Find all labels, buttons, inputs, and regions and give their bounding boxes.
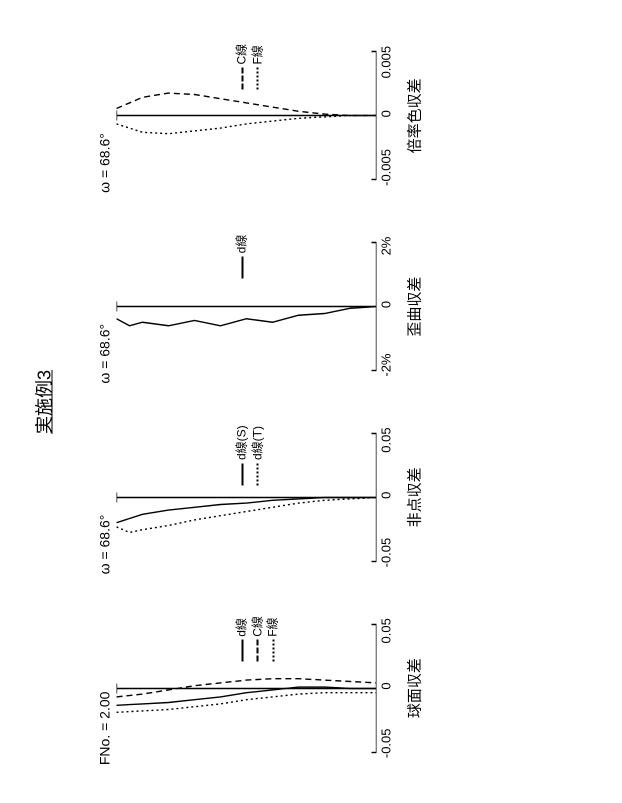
legend-line-icon	[256, 67, 258, 89]
plot-area: d線C線F線	[116, 618, 376, 758]
legend-label: C線	[234, 43, 250, 64]
axis-tick-label: -0.005	[378, 149, 393, 186]
axis-tick-label: -0.05	[378, 537, 393, 567]
legend-label: d線	[234, 234, 250, 253]
legend: d線(S)d線(T)	[234, 425, 265, 485]
legend-line-icon	[241, 463, 243, 485]
legend-label: F線	[250, 45, 266, 64]
x-axis-labels: -2% 0 2%	[378, 236, 393, 376]
legend: C線F線	[234, 43, 265, 89]
chart-0: FNo. = 2.00 d線C線F線 -0.05 0 0.05 球面収差	[96, 603, 424, 773]
axis-tick-label: 0	[378, 110, 393, 117]
plot-area: C線F線	[116, 45, 376, 185]
legend-item: d線(S)	[234, 425, 250, 485]
legend-line-icon	[272, 639, 274, 661]
chart-header: FNo. = 2.00	[96, 691, 112, 773]
axis-tick-label: 0.05	[378, 618, 393, 643]
chart-1: ω = 68.6° d線(S)d線(T) -0.05 0 0.05 非点収差	[96, 412, 424, 582]
axis-title: 球面収差	[403, 658, 424, 718]
axis-tick-label: 0	[378, 491, 393, 498]
axis-title: 歪曲収差	[403, 276, 424, 336]
axis-tick-label: 0.005	[378, 45, 393, 78]
legend-line-icon	[256, 463, 258, 485]
legend-line-icon	[241, 639, 243, 661]
page-title: 実施例3	[30, 0, 56, 803]
chart-header: ω = 68.6°	[96, 323, 112, 391]
chart-header: ω = 68.6°	[96, 133, 112, 201]
legend: d線C線F線	[234, 616, 281, 662]
legend-item: d線(T)	[250, 425, 266, 485]
legend: d線	[234, 234, 250, 278]
legend-item: d線	[234, 234, 250, 278]
legend-label: d線(T)	[250, 426, 266, 460]
axis-title: 非点収差	[403, 467, 424, 527]
chart-3: ω = 68.6° C線F線 -0.005 0 0.005 倍率色収差	[96, 30, 424, 200]
legend-item: d線	[234, 616, 250, 662]
legend-item: F線	[250, 43, 266, 89]
plot-area: d線	[116, 236, 376, 376]
axis-title: 倍率色収差	[403, 78, 424, 153]
legend-label: F線	[265, 617, 281, 636]
legend-label: d線(S)	[234, 425, 250, 460]
legend-label: d線	[234, 618, 250, 637]
axis-tick-label: 2%	[378, 236, 393, 255]
x-axis-labels: -0.05 0 0.05	[378, 618, 393, 758]
charts-row: FNo. = 2.00d線C線F線-0.0500.05球面収差ω = 68.6°…	[96, 0, 424, 803]
x-axis-labels: -0.05 0 0.05	[378, 427, 393, 567]
legend-label: C線	[250, 616, 266, 637]
axis-tick-label: -2%	[378, 353, 393, 376]
legend-item: C線	[250, 616, 266, 662]
chart-2: ω = 68.6° d線 -2% 0 2% 歪曲収差	[96, 221, 424, 391]
axis-tick-label: 0.05	[378, 427, 393, 452]
legend-line-icon	[256, 639, 258, 661]
legend-line-icon	[241, 256, 243, 278]
legend-line-icon	[241, 67, 243, 89]
legend-item: C線	[234, 43, 250, 89]
axis-tick-label: -0.05	[378, 728, 393, 758]
chart-header: ω = 68.6°	[96, 514, 112, 582]
x-axis-labels: -0.005 0 0.005	[378, 45, 393, 185]
axis-tick-label: 0	[378, 682, 393, 689]
legend-item: F線	[265, 616, 281, 662]
axis-tick-label: 0	[378, 300, 393, 307]
plot-area: d線(S)d線(T)	[116, 427, 376, 567]
